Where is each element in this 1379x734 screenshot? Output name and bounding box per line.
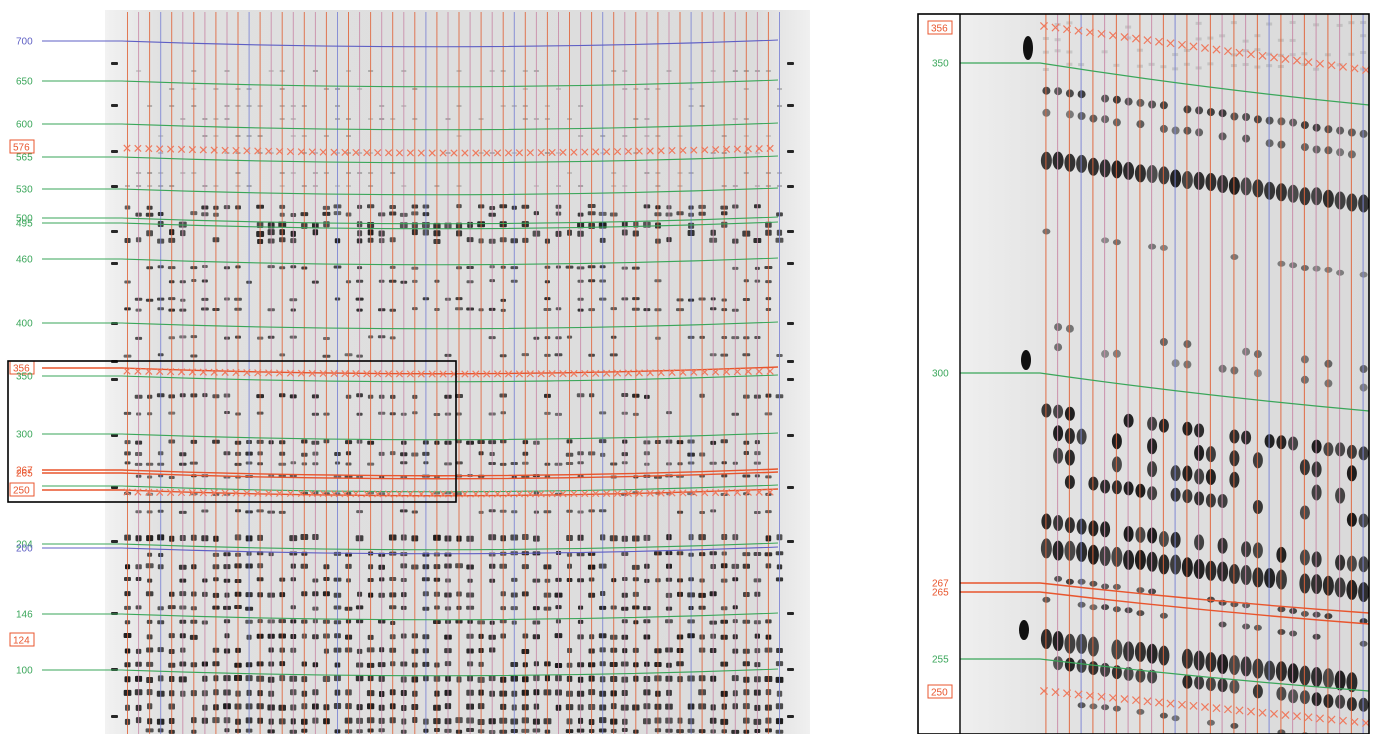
- ladder-label-204: 204: [16, 540, 33, 551]
- ladder-label-text: 124: [13, 636, 30, 647]
- ladder-label-text: 700: [16, 37, 33, 48]
- right-ladder-label-267: 267: [932, 579, 949, 590]
- ladder-label-300: 300: [16, 430, 33, 441]
- ladder-label-text: 265: [16, 469, 33, 480]
- right-lane-lines: [1045, 14, 1364, 734]
- ladder-label-text: 300: [16, 430, 33, 441]
- ladder-label-text: 356: [13, 364, 30, 375]
- ladder-label-495: 495: [16, 219, 33, 230]
- ladder-label-text: 204: [16, 540, 33, 551]
- ladder-label-500: 500: [16, 214, 33, 225]
- ladder-label-265: 265: [16, 469, 33, 480]
- ladder-label-text: 267: [16, 466, 33, 477]
- ladder-label-text: 400: [16, 319, 33, 330]
- right-ladder-label-text: 356: [931, 24, 948, 35]
- right-panel-frame: [917, 13, 1370, 734]
- right-ladder-label-text: 255: [932, 655, 949, 666]
- ladder-label-text: 500: [16, 214, 33, 225]
- ladder-label-600: 600: [16, 120, 33, 131]
- ladder-label-124: 124: [9, 632, 35, 647]
- ladder-label-530: 530: [16, 185, 33, 196]
- ladder-label-100: 100: [16, 666, 33, 677]
- right-ladder-label-text: 300: [932, 369, 949, 380]
- right-ladder-label-text: 350: [932, 59, 949, 70]
- ladder-label-146: 146: [16, 610, 33, 621]
- right-ladder-label-350: 350: [932, 59, 949, 70]
- ladder-label-400: 400: [16, 319, 33, 330]
- left-gel-background: [105, 10, 810, 734]
- ladder-label-text: 146: [16, 610, 33, 621]
- right-ladder-label-250: 250: [927, 684, 953, 699]
- right-cross-markers: [1039, 21, 1371, 728]
- right-ladder-label-300: 300: [932, 369, 949, 380]
- ladder-label-650: 650: [16, 77, 33, 88]
- ladder-label-text: 200: [16, 544, 33, 555]
- ladder-label-200: 200: [16, 544, 33, 555]
- ladder-label-text: 650: [16, 77, 33, 88]
- ladder-label-text: 576: [13, 143, 30, 154]
- left-size-lines: [42, 39, 779, 677]
- ladder-label-text: 350: [16, 372, 33, 383]
- right-ladder-label-text: 267: [932, 579, 949, 590]
- ladder-label-350: 350: [16, 372, 33, 383]
- ladder-label-text: 460: [16, 255, 33, 266]
- left-cross-markers: [123, 144, 774, 498]
- ladder-label-460: 460: [16, 255, 33, 266]
- ladder-label-267: 267: [16, 466, 33, 477]
- right-ladder-label-356: 356: [927, 20, 953, 35]
- ladder-label-250: 250: [9, 482, 35, 497]
- ladder-label-text: 495: [16, 219, 33, 230]
- right-size-lines: [960, 62, 1370, 692]
- ladder-label-text: 600: [16, 120, 33, 131]
- ladder-label-text: 565: [16, 153, 33, 164]
- zoom-region-box: [7, 360, 457, 503]
- right-ladder-label-text: 250: [931, 688, 948, 699]
- ladder-label-700: 700: [16, 37, 33, 48]
- right-ladder-label-255: 255: [932, 655, 949, 666]
- ladder-label-text: 530: [16, 185, 33, 196]
- right-ladder-label-text: 265: [932, 588, 949, 599]
- ladder-label-565: 565: [16, 153, 33, 164]
- ladder-label-text: 100: [16, 666, 33, 677]
- ladder-label-576: 576: [9, 139, 35, 154]
- right-ladder-label-265: 265: [932, 588, 949, 599]
- ladder-label-text: 250: [13, 486, 30, 497]
